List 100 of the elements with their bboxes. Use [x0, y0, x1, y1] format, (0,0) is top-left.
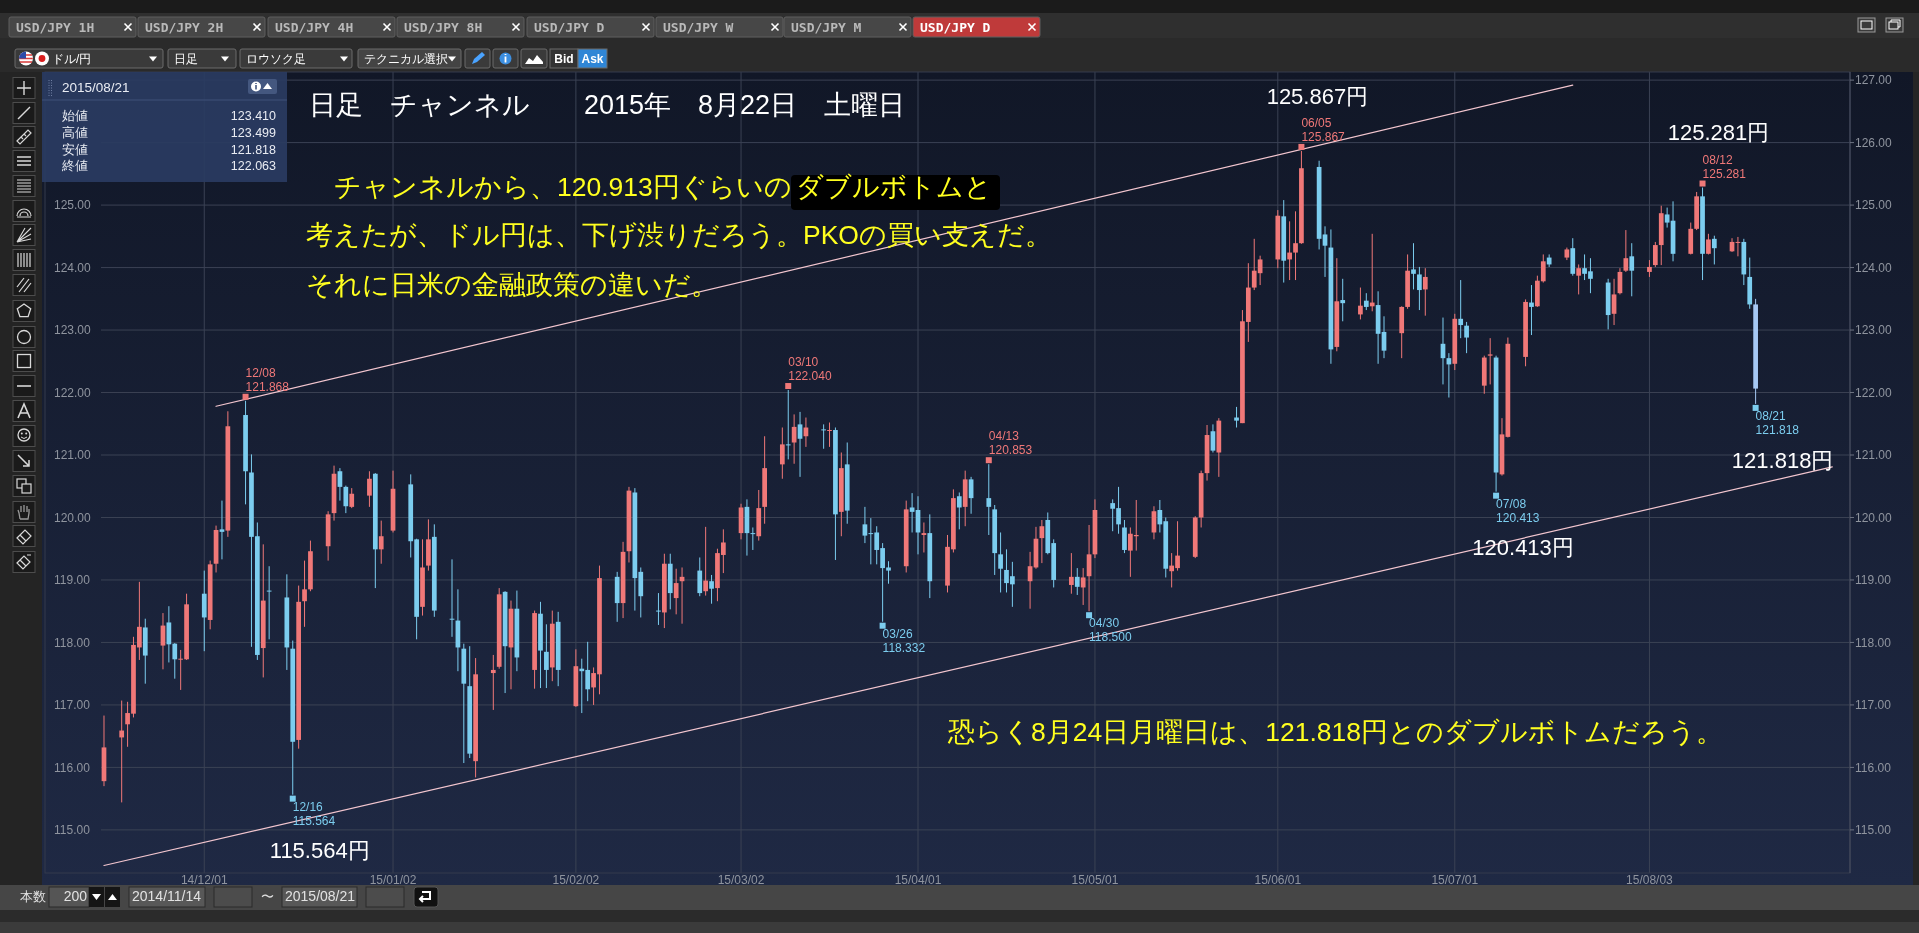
text: 本数 — [20, 889, 46, 904]
text: ドル/円 — [52, 52, 92, 66]
text: 200 — [63, 888, 88, 904]
y-tick-label: 116.00 — [54, 760, 91, 775]
annotation: 12/08 121.868 — [245, 365, 290, 394]
x-tick-label: 15/06/01 — [1254, 873, 1302, 887]
annotation: 120.413円 — [1472, 535, 1574, 561]
x-tick-label: 15/04/01 — [894, 873, 942, 887]
x-tick-label: 15/05/01 — [1071, 873, 1119, 887]
text: USD/JPY 2H — [145, 20, 224, 35]
candlestick — [1464, 321, 1469, 354]
candlestick — [1322, 225, 1328, 278]
candlestick — [343, 485, 349, 514]
y-tick-label: 121.00 — [54, 448, 92, 463]
candlestick — [349, 487, 355, 509]
text: USD/JPY 1H — [16, 20, 95, 35]
candlestick — [821, 423, 826, 450]
candlestick — [544, 623, 549, 689]
y-tick-label: 120.00 — [54, 510, 92, 525]
y-tick-label: 124.00 — [54, 260, 92, 275]
text: USD/JPY 4H — [275, 20, 354, 35]
text: USD/JPY 8H — [404, 20, 483, 35]
y2-tick-label: 125.00 — [1855, 198, 1893, 213]
text: 〜 — [261, 889, 274, 904]
candlestick — [827, 422, 832, 448]
candlestick — [1287, 220, 1292, 281]
candlestick — [779, 427, 785, 480]
candlestick — [1074, 567, 1080, 596]
y-tick-label: 115.00 — [54, 823, 91, 838]
candlestick — [367, 470, 372, 508]
candlestick — [1080, 567, 1086, 606]
candlestick — [1487, 337, 1493, 385]
y-tick-label: 119.00 — [54, 573, 91, 588]
candlestick — [1417, 266, 1422, 311]
candlestick — [1293, 210, 1298, 281]
candlestick — [1340, 278, 1346, 322]
annotation: 07/08 120.413 — [1496, 496, 1540, 525]
text: USD/JPY M — [791, 20, 862, 35]
y2-tick-label: 115.00 — [1855, 823, 1892, 838]
annotation: 125.867円 — [1266, 83, 1369, 109]
candlestick — [673, 568, 679, 615]
annotation: 123.499 — [230, 126, 277, 140]
candlestick — [119, 700, 125, 803]
text: 日足 — [174, 52, 198, 66]
y-tick-label: 123.00 — [54, 323, 92, 338]
annotation: 04/30 118.500 — [1089, 616, 1132, 645]
annotation: 125.281円 — [1667, 120, 1770, 146]
candlestick — [1234, 406, 1239, 429]
annotation: 04/13 120.853 — [988, 429, 1033, 458]
candlestick — [909, 492, 915, 533]
candlestick — [1623, 229, 1629, 273]
y2-tick-label: 126.00 — [1855, 135, 1893, 150]
annotation: 終値 — [61, 159, 88, 173]
y2-tick-label: 121.00 — [1855, 448, 1893, 463]
text: USD/JPY D — [534, 20, 605, 35]
y2-tick-label: 119.00 — [1855, 573, 1892, 588]
annotation: チャンネルから、120.913円ぐらいの — [334, 172, 792, 202]
x-tick-label: 15/07/01 — [1431, 873, 1479, 887]
y2-tick-label: 116.00 — [1855, 760, 1892, 775]
candlestick — [1358, 287, 1363, 320]
annotation: 安値 — [62, 141, 88, 157]
annotation: 121.818円 — [1731, 447, 1834, 473]
candlestick — [750, 526, 756, 551]
candlestick — [703, 526, 709, 597]
candlestick — [266, 565, 272, 640]
annotation: 高値 — [62, 125, 88, 140]
candlestick — [1122, 519, 1127, 554]
candlestick — [1576, 263, 1582, 295]
candlestick — [1540, 253, 1546, 284]
candlestick — [709, 574, 714, 605]
text: Bid — [554, 52, 574, 66]
candlestick — [697, 556, 703, 597]
candlestick — [1411, 242, 1416, 290]
candlestick — [1422, 267, 1428, 317]
candlestick — [178, 649, 184, 691]
candlestick — [172, 642, 178, 680]
text: テクニカル選択 — [364, 52, 448, 66]
candlestick — [956, 491, 962, 530]
y-tick-label: 125.00 — [54, 198, 92, 213]
text: ロウソク足 — [246, 52, 306, 66]
y-tick-label: 118.00 — [54, 635, 91, 650]
candlestick — [490, 654, 496, 711]
x-tick-label: 15/08/03 — [1626, 873, 1674, 887]
text: USD/JPY W — [663, 20, 734, 35]
y2-tick-label: 118.00 — [1855, 635, 1892, 650]
annotation: 03/10 122.040 — [788, 355, 832, 384]
candlestick — [1529, 284, 1534, 336]
candlestick — [1069, 552, 1074, 595]
candlestick — [302, 560, 307, 628]
annotation: それに日米の金融政策の違いだ。 — [306, 270, 718, 300]
y2-tick-label: 123.00 — [1855, 323, 1893, 338]
annotation: 2015/08/21 — [62, 80, 130, 95]
annotation: 恐らく8月24日月曜日は、121.818円とのダブルボトムだろう。 — [947, 717, 1724, 747]
y2-tick-label: 122.00 — [1855, 385, 1893, 400]
x-tick-label: 15/01/02 — [369, 873, 417, 887]
annotation: 115.564円 — [269, 838, 370, 864]
candlestick — [1652, 241, 1658, 268]
y2-tick-label: 127.00 — [1855, 73, 1893, 88]
candlestick — [1711, 235, 1717, 265]
text: USD/JPY D — [920, 20, 991, 35]
